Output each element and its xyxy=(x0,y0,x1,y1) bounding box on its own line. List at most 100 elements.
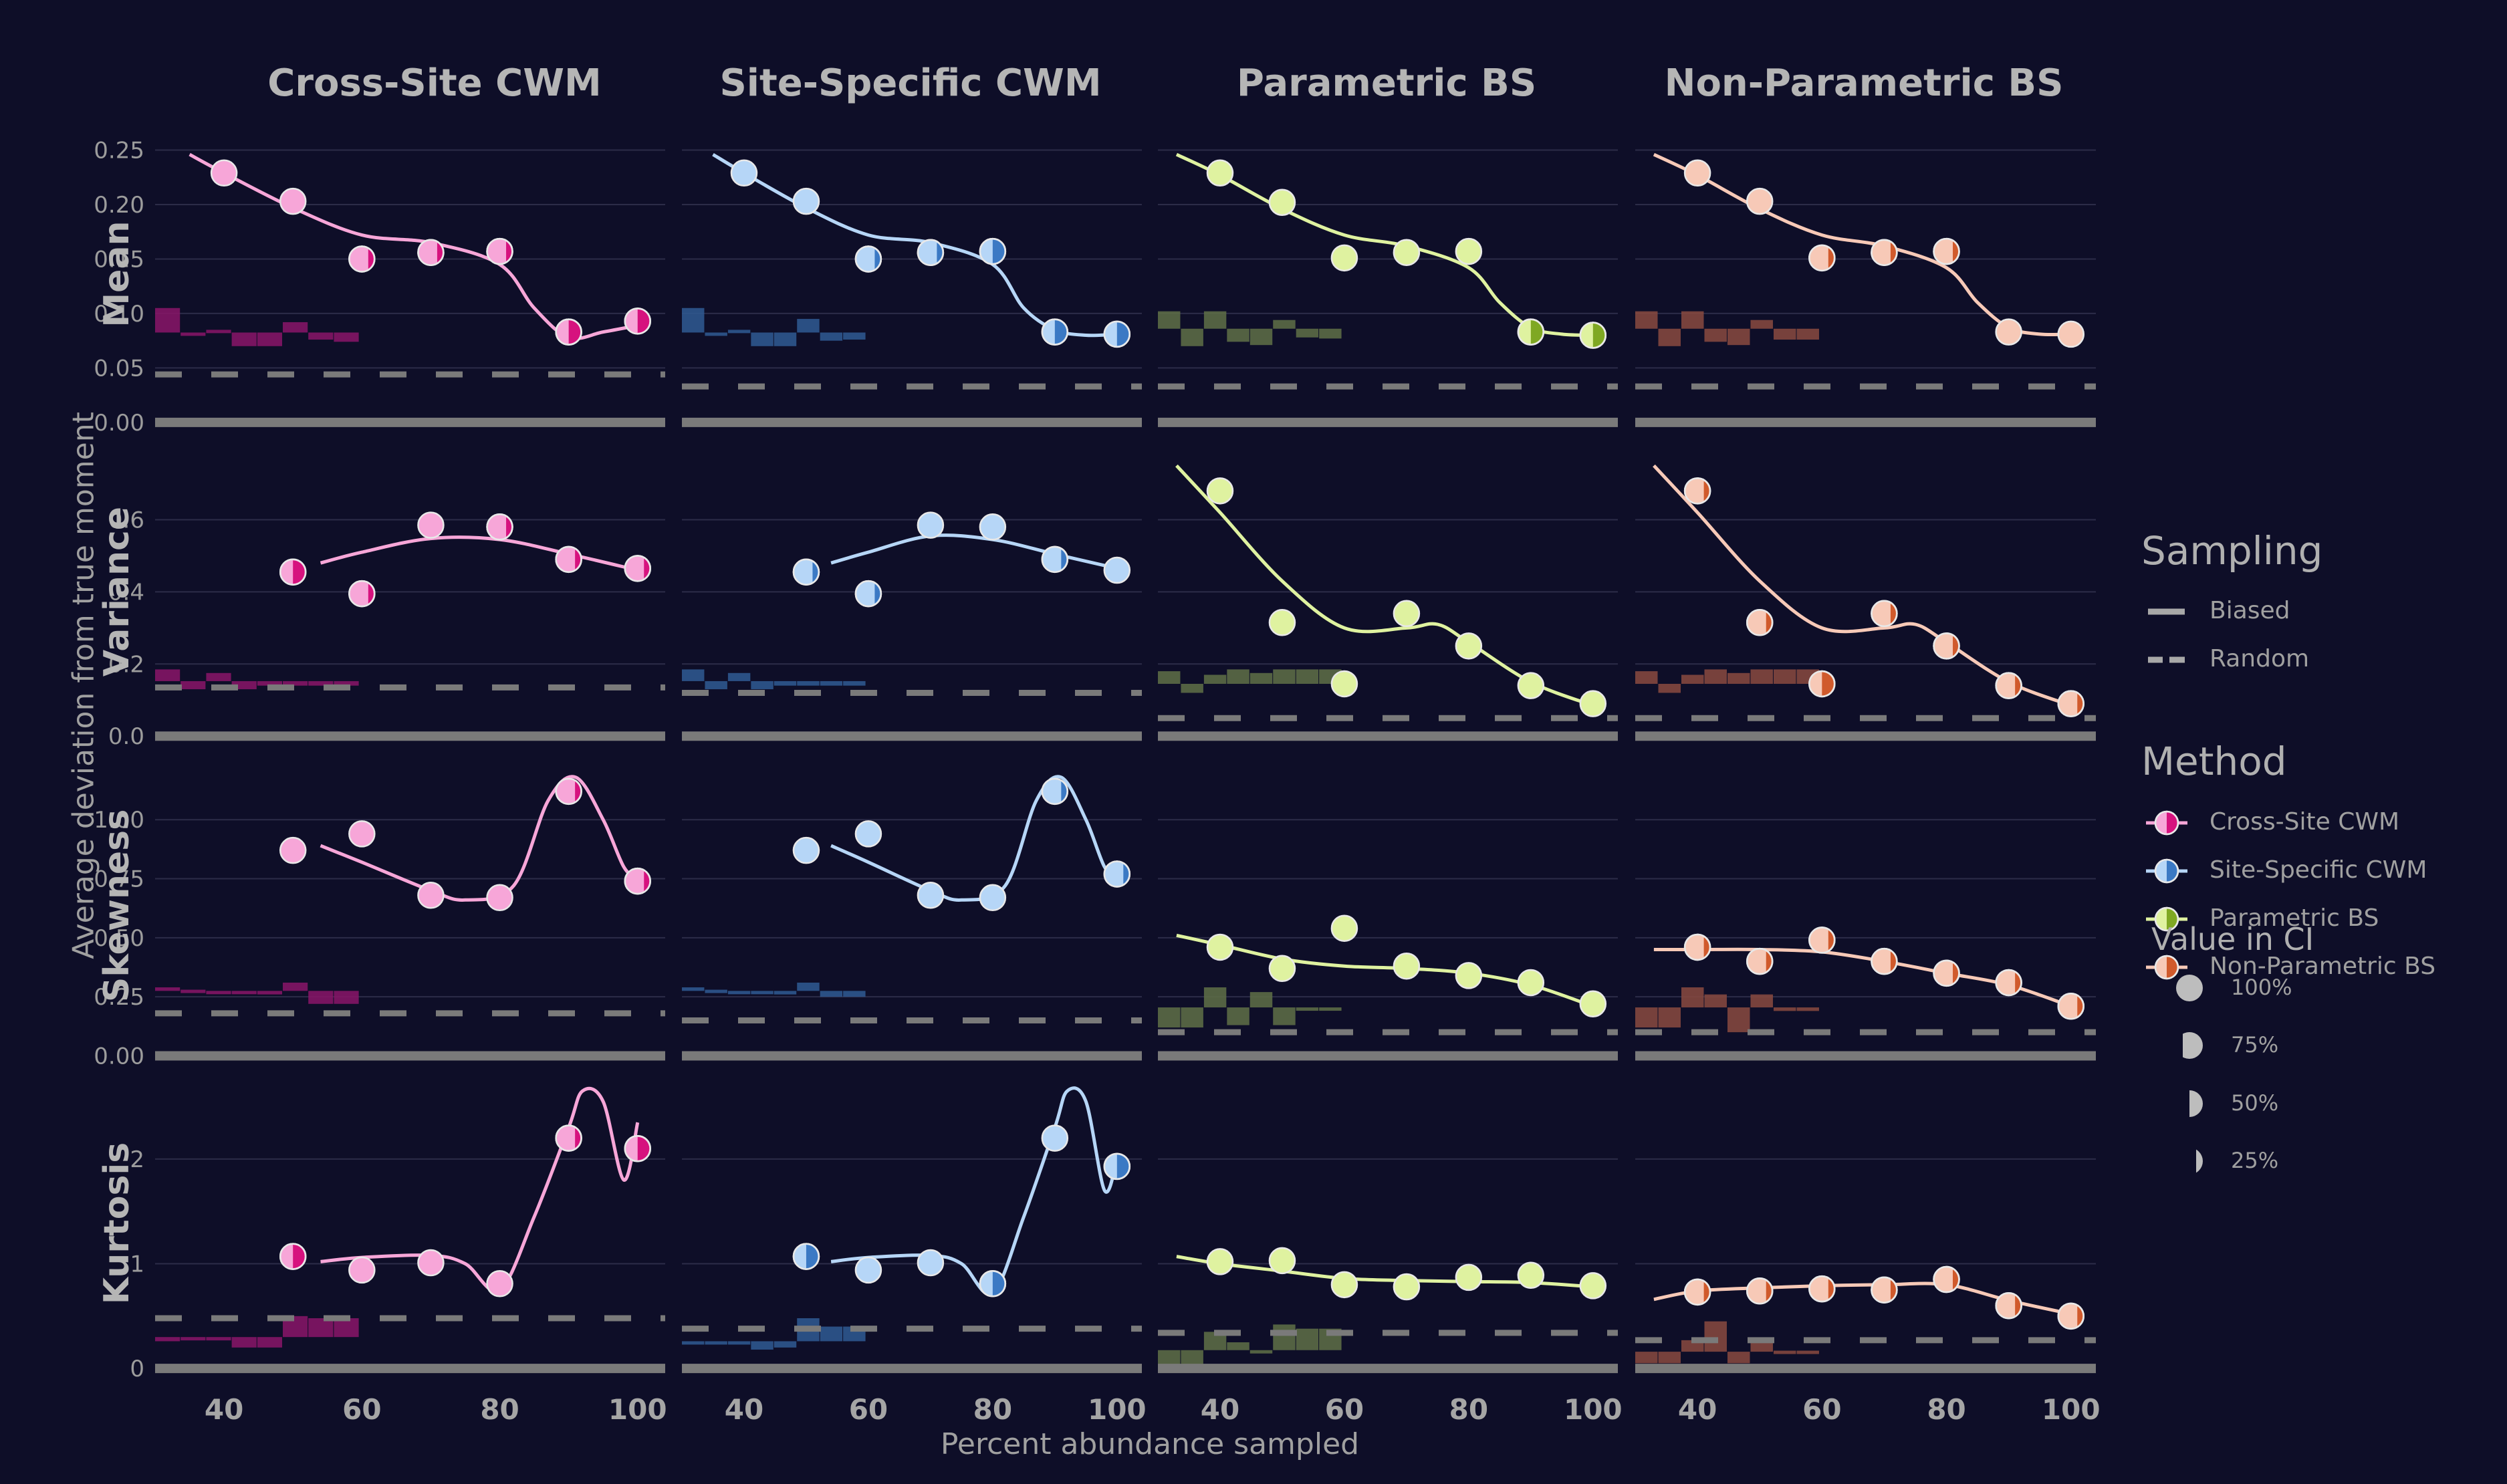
point-outline xyxy=(1808,1275,1836,1303)
y-tick-label: 0.4 xyxy=(108,579,144,606)
point-shade xyxy=(874,584,880,604)
x-tick-label: 100 xyxy=(1088,1393,1147,1426)
data-point xyxy=(1995,1291,2022,1320)
hist-bar xyxy=(1635,671,1658,684)
facet-row-variance: 0.0 0.2 0.4 0.6 xyxy=(108,464,2096,750)
data-point xyxy=(279,836,307,864)
legend-label-biased: Biased xyxy=(2210,597,2290,624)
hist-bar xyxy=(1727,672,1750,684)
trend-line xyxy=(712,152,1117,338)
hist-bar xyxy=(1273,320,1296,329)
data-point xyxy=(1268,955,1296,983)
data-point xyxy=(486,1270,513,1297)
point-outline xyxy=(2154,955,2179,980)
point-face xyxy=(1517,1261,1545,1289)
hist-bar xyxy=(1681,311,1704,329)
point-outline xyxy=(1995,672,2022,699)
point-shade xyxy=(2015,675,2021,696)
point-shade xyxy=(1061,549,1067,570)
point-shade xyxy=(575,549,581,570)
data-point xyxy=(1041,545,1069,574)
point-shade xyxy=(1828,1279,1834,1299)
legend-ci-title: Value in CI xyxy=(2151,921,2314,957)
point-outline xyxy=(1995,1291,2022,1320)
data-point xyxy=(555,318,582,346)
point-outline xyxy=(1808,670,1836,698)
data-point xyxy=(1808,244,1836,272)
hist-bar xyxy=(1203,987,1227,1008)
hist-bar xyxy=(1681,987,1704,1008)
hist-bar xyxy=(1273,669,1296,684)
y-tick-label: 0.10 xyxy=(94,301,144,328)
data-point xyxy=(1933,1265,1960,1293)
hist-bar xyxy=(727,672,751,681)
data-point xyxy=(1871,1276,1898,1304)
x-tick-label: 100 xyxy=(2042,1393,2101,1426)
point-shade xyxy=(812,562,818,582)
facet-panel xyxy=(1635,464,2096,741)
point-face xyxy=(1517,969,1545,997)
data-point xyxy=(979,884,1007,912)
point-outline xyxy=(1995,969,2022,997)
data-point xyxy=(1330,1271,1358,1299)
point-face xyxy=(1995,318,2022,346)
y-tick-label: 0.50 xyxy=(94,925,144,952)
legend-label-ci: 50% xyxy=(2231,1090,2279,1116)
data-point xyxy=(486,513,513,541)
point-shade xyxy=(575,781,581,801)
point-outline xyxy=(1933,959,1960,987)
point-face xyxy=(1268,189,1296,217)
hist-bar xyxy=(181,1337,206,1341)
point-face xyxy=(1579,1272,1607,1300)
point-face xyxy=(279,836,307,864)
data-point xyxy=(1103,320,1131,348)
data-point xyxy=(1517,318,1545,346)
hist-bar xyxy=(1727,328,1750,346)
hist-bar xyxy=(308,332,334,340)
data-point xyxy=(1683,159,1711,187)
point-shade xyxy=(1766,1281,1772,1301)
hist-bar xyxy=(727,1341,751,1345)
data-point xyxy=(730,159,758,187)
hist-bar xyxy=(1227,1007,1249,1025)
point-face xyxy=(1517,672,1545,699)
hist-bar xyxy=(1773,1007,1796,1011)
hist-bar xyxy=(797,681,820,686)
data-point xyxy=(1579,990,1607,1018)
x-tick-label: 40 xyxy=(1201,1393,1239,1426)
hist-bar xyxy=(820,332,843,341)
point-shade xyxy=(992,1271,1005,1295)
point-face xyxy=(486,884,513,912)
legend-key-ci xyxy=(2183,1032,2203,1059)
x-tick-label: 40 xyxy=(205,1393,243,1426)
point-shade xyxy=(937,243,943,263)
data-point xyxy=(1206,477,1234,505)
hist-bar xyxy=(155,669,181,681)
facet-row-kurtosis: 0 1 2 40 60 80 100 40 60 80 100 40 60 80 100 40 60 80 100 xyxy=(130,1086,2101,1426)
point-shade xyxy=(637,309,650,333)
point-outline xyxy=(917,239,945,266)
x-tick-label: 100 xyxy=(608,1393,667,1426)
trend-line xyxy=(1175,152,1593,337)
point-shade xyxy=(568,320,581,344)
data-point xyxy=(1206,159,1234,187)
hist-bar xyxy=(705,681,727,690)
point-shade xyxy=(1822,672,1834,696)
point-shade xyxy=(992,239,1005,263)
hist-bar xyxy=(1635,1007,1658,1028)
data-point xyxy=(2057,1302,2085,1330)
data-point xyxy=(1393,600,1421,628)
data-point xyxy=(624,867,652,895)
trend-line xyxy=(830,775,1118,902)
point-face xyxy=(1041,1124,1069,1152)
hist-bar xyxy=(1227,328,1249,342)
legend-key-ci xyxy=(2176,975,2203,1001)
ci-glyph xyxy=(2183,1032,2203,1059)
y-tick-label: 0.2 xyxy=(108,651,144,678)
data-point xyxy=(1579,690,1607,717)
hist-bar xyxy=(206,330,231,334)
point-shade xyxy=(1530,320,1543,344)
point-outline xyxy=(555,1124,582,1152)
data-point xyxy=(279,187,307,215)
facet-panel: 40 60 80 100 xyxy=(1635,1158,2101,1426)
